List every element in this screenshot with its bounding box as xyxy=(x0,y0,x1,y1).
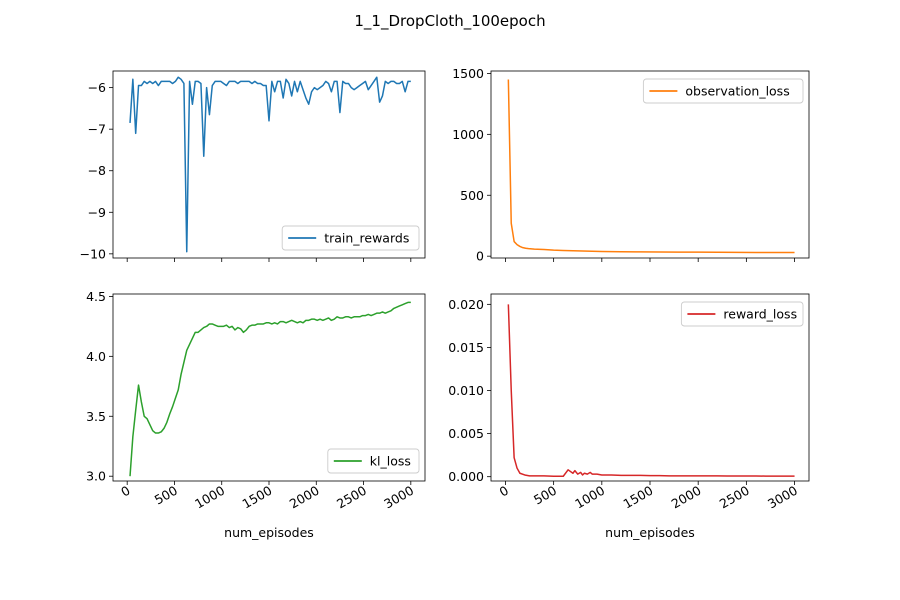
y-tick-label: 0.020 xyxy=(448,297,484,312)
y-tick-label: 0.005 xyxy=(448,426,484,441)
y-tick-label: 3.0 xyxy=(86,469,106,484)
reward_loss-line xyxy=(507,304,795,478)
legend-box xyxy=(281,225,420,251)
x-axis-label: num_episodes xyxy=(605,525,695,540)
y-tick-label: 4.0 xyxy=(86,349,106,364)
kl_loss-legend: kl_loss xyxy=(327,448,420,474)
kl_loss-line xyxy=(129,301,411,477)
observation_loss-line xyxy=(507,79,795,254)
y-tick-label: 0.000 xyxy=(448,469,484,484)
y-tick-label: 1500 xyxy=(452,66,484,81)
y-tick-label: −9 xyxy=(88,205,106,220)
legend-box xyxy=(327,448,420,474)
y-tick-label: 3.5 xyxy=(86,409,106,424)
x-axis-label: num_episodes xyxy=(224,525,314,540)
train-rewards-chart: −10 −9 −8 −7 −6 train_rewards xyxy=(80,70,426,262)
figure-title: 1_1_DropCloth_100epoch xyxy=(354,12,545,31)
reward_loss-legend: reward_loss xyxy=(680,301,804,327)
train_rewards-line xyxy=(129,76,411,253)
legend-box xyxy=(642,78,804,104)
y-tick-label: 500 xyxy=(460,188,484,203)
y-tick-label: 0 xyxy=(476,249,484,264)
legend-label: reward_loss xyxy=(723,307,797,322)
y-tick-label: −6 xyxy=(88,80,106,95)
y-tick-label: −8 xyxy=(88,163,106,178)
y-tick-label: 0.015 xyxy=(448,340,484,355)
legend-label: train_rewards xyxy=(324,231,409,246)
train_rewards-legend: train_rewards xyxy=(281,225,420,251)
y-tick-label: −10 xyxy=(80,246,106,261)
y-tick-label: −7 xyxy=(88,122,106,137)
observation-loss-chart: 0 500 1000 1500 observation_loss xyxy=(452,66,810,264)
y-tick-label: 4.5 xyxy=(86,289,106,304)
observation_loss-legend: observation_loss xyxy=(642,78,804,104)
legend-box xyxy=(680,301,804,327)
legend-label: kl_loss xyxy=(370,454,411,469)
y-tick-label: 0.010 xyxy=(448,383,484,398)
y-tick-label: 1000 xyxy=(452,127,484,142)
legend-label: observation_loss xyxy=(685,84,789,99)
